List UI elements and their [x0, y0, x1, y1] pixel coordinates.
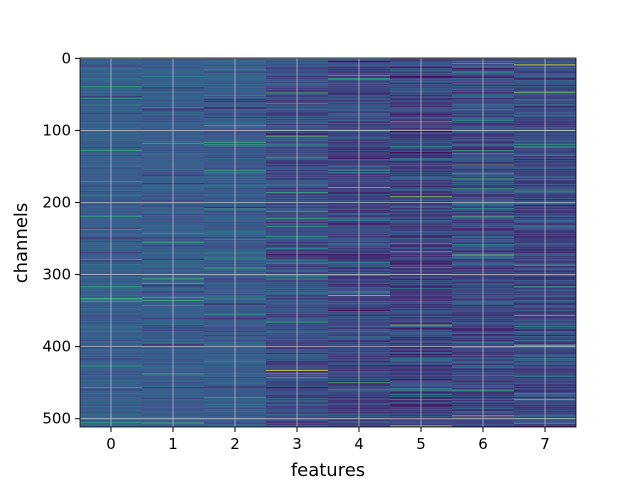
x-tick-label: 0 [106, 435, 116, 453]
x-tick-label: 5 [416, 435, 426, 453]
x-axis-label: features [291, 460, 365, 480]
y-tick-label: 0 [61, 49, 71, 67]
x-tick-label: 6 [478, 435, 488, 453]
y-tick-label: 400 [42, 338, 71, 356]
plot-frame [79, 57, 577, 428]
y-axis: 0 100 200 300 400 500 [42, 49, 80, 428]
x-tick-label: 7 [540, 435, 550, 453]
x-tick-label: 4 [354, 435, 364, 453]
heatmap-cells [80, 58, 576, 427]
x-tick-label: 3 [292, 435, 302, 453]
y-tick-label: 500 [42, 410, 71, 428]
y-tick-label: 300 [42, 266, 71, 284]
y-axis-label: channels [11, 203, 32, 284]
x-tick-label: 1 [168, 435, 178, 453]
y-tick-label: 100 [42, 121, 71, 139]
x-tick-label: 2 [230, 435, 240, 453]
y-tick-label: 200 [42, 194, 71, 212]
grid-lines [80, 57, 576, 427]
x-axis: 0 1 2 3 4 5 6 7 [106, 427, 550, 453]
